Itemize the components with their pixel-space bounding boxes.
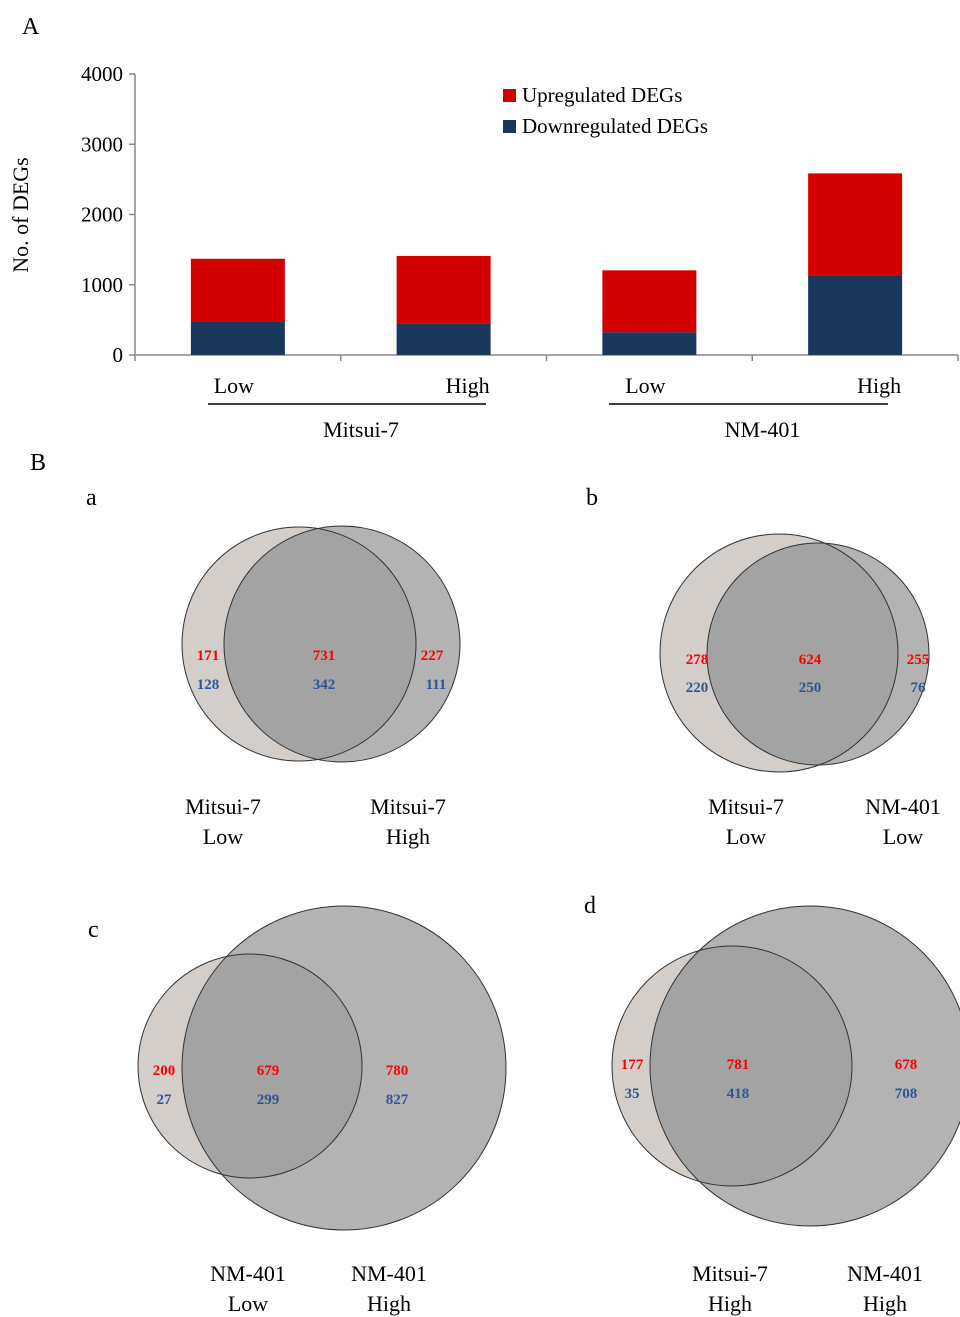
venn-d-overlap-up: 781 bbox=[727, 1057, 750, 1073]
venn-d-left-level: High bbox=[708, 1291, 752, 1316]
venn-b-overlap-up: 624 bbox=[799, 652, 822, 668]
category-label-4: High bbox=[857, 373, 901, 398]
venn-d-label: d bbox=[584, 893, 596, 919]
venn-a-right-up: 227 bbox=[421, 648, 444, 664]
venn-c-left-level: Low bbox=[228, 1291, 268, 1316]
group-label: NM-401 bbox=[725, 417, 801, 442]
venn-a-right-outline bbox=[223, 525, 461, 763]
category-label-1: Low bbox=[214, 373, 254, 398]
venn-a-overlap-down: 342 bbox=[313, 677, 336, 693]
venn-d-left-name: Mitsui-7 bbox=[692, 1261, 768, 1286]
venn-c-right-down: 827 bbox=[386, 1092, 409, 1108]
venn-d-overlap bbox=[650, 946, 852, 1186]
venn-a-left-down: 128 bbox=[197, 677, 220, 693]
panel-label-a: A bbox=[22, 14, 40, 40]
bar-down-3 bbox=[602, 332, 697, 355]
venn-b-left-down: 220 bbox=[686, 680, 709, 696]
legend-swatch-down bbox=[503, 120, 516, 133]
venn-b-left-name: Mitsui-7 bbox=[708, 794, 784, 819]
venn-c-overlap-up: 679 bbox=[257, 1063, 280, 1079]
bar-up-1 bbox=[190, 258, 285, 322]
venn-a-left-outline bbox=[181, 526, 417, 762]
venn-b-right-level: Low bbox=[883, 824, 923, 849]
x-tick-marks bbox=[134, 355, 959, 361]
venn-d-right-up: 678 bbox=[895, 1057, 918, 1073]
venn-b-left-outline bbox=[659, 533, 899, 773]
legend-swatch-up bbox=[503, 89, 516, 102]
venn-d-left-outline bbox=[611, 945, 853, 1187]
venn-d-right-level: High bbox=[863, 1291, 907, 1316]
venn-d-right-name: NM-401 bbox=[847, 1261, 923, 1286]
venn-d: 177 35 781 418 678 708 Mitsui-7 High NM-… bbox=[611, 905, 960, 1316]
venn-c-left-outline bbox=[137, 953, 363, 1179]
category-labels: Low High Low High bbox=[214, 373, 901, 398]
venn-a-left-level: Low bbox=[203, 824, 243, 849]
bar-up-4 bbox=[808, 173, 903, 276]
y-tick-label: 4000 bbox=[81, 62, 123, 86]
venn-a-right-down: 111 bbox=[426, 677, 447, 693]
bar-up-3 bbox=[602, 270, 697, 333]
venn-b-right-down: 76 bbox=[911, 680, 927, 696]
legend-label-up: Upregulated DEGs bbox=[522, 83, 682, 107]
venn-d-right-down: 708 bbox=[895, 1086, 918, 1102]
venn-a-overlap bbox=[224, 527, 416, 761]
venn-b-right-outline bbox=[706, 542, 930, 766]
venn-c-right-name: NM-401 bbox=[351, 1261, 427, 1286]
venn-a-overlap-up: 731 bbox=[313, 648, 336, 664]
group-label: Mitsui-7 bbox=[323, 417, 399, 442]
y-tick-label: 3000 bbox=[81, 132, 123, 156]
venn-d-left-up: 177 bbox=[621, 1057, 644, 1073]
venn-a: 171 128 731 342 227 111 Mitsui-7 Low Mit… bbox=[181, 525, 461, 849]
y-tick-label: 1000 bbox=[81, 273, 123, 297]
legend-label-down: Downregulated DEGs bbox=[522, 114, 708, 138]
venn-b-label: b bbox=[586, 485, 598, 511]
venn-d-right-outline bbox=[649, 905, 960, 1227]
venn-a-left-up: 171 bbox=[197, 648, 220, 664]
venn-b-overlap-down: 250 bbox=[799, 680, 822, 696]
venn-c-right-up: 780 bbox=[386, 1063, 409, 1079]
venn-d-left-down: 35 bbox=[625, 1086, 640, 1102]
venn-c: 200 27 679 299 780 827 NM-401 Low NM-401… bbox=[137, 905, 507, 1316]
category-label-3: Low bbox=[625, 373, 665, 398]
venn-b-right-up: 255 bbox=[907, 652, 930, 668]
venn-c-right-level: High bbox=[367, 1291, 411, 1316]
venn-c-label: c bbox=[88, 917, 99, 943]
bar-down-1 bbox=[190, 321, 285, 355]
venn-c-left-up: 200 bbox=[153, 1063, 176, 1079]
venn-c-right-outline bbox=[181, 905, 507, 1231]
venn-a-left-name: Mitsui-7 bbox=[185, 794, 261, 819]
venn-a-right-name: Mitsui-7 bbox=[370, 794, 446, 819]
venn-b: 278 220 624 250 255 76 Mitsui-7 Low NM-4… bbox=[659, 533, 941, 849]
venn-c-left-down: 27 bbox=[157, 1092, 173, 1108]
venn-b-left-up: 278 bbox=[686, 652, 709, 668]
y-tick-label: 0 bbox=[113, 343, 124, 367]
bar-down-4 bbox=[808, 275, 903, 355]
y-ticks: 0 1000 2000 3000 4000 bbox=[81, 62, 135, 367]
bar-up-2 bbox=[396, 255, 491, 324]
venn-a-right-level: High bbox=[386, 824, 430, 849]
venn-b-right-name: NM-401 bbox=[865, 794, 941, 819]
venn-d-overlap-down: 418 bbox=[727, 1086, 750, 1102]
category-label-2: High bbox=[446, 373, 490, 398]
group-labels: Mitsui-7 NM-401 bbox=[208, 403, 888, 442]
y-axis-title: No. of DEGs bbox=[8, 157, 33, 273]
venn-c-overlap bbox=[182, 954, 362, 1178]
bar-series bbox=[190, 173, 903, 355]
panel-label-b: B bbox=[30, 450, 46, 476]
venn-b-left-level: Low bbox=[726, 824, 766, 849]
bar-down-2 bbox=[396, 323, 491, 355]
venn-a-label: a bbox=[86, 485, 97, 511]
venn-c-overlap-down: 299 bbox=[257, 1092, 280, 1108]
y-tick-label: 2000 bbox=[81, 203, 123, 227]
venn-c-left-name: NM-401 bbox=[210, 1261, 286, 1286]
